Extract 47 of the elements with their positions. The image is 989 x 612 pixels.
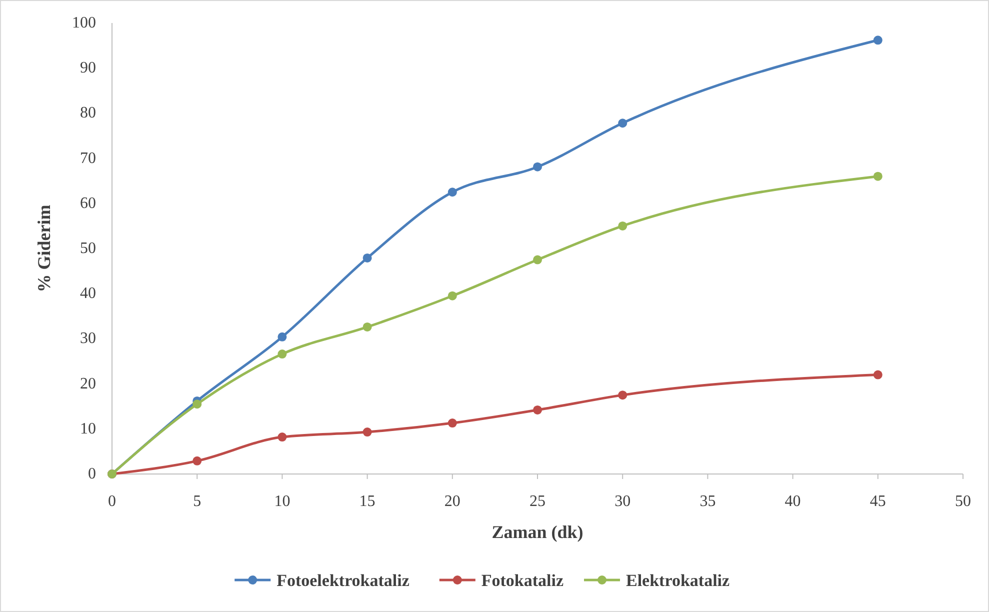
y-tick-label: 100 [72,14,96,32]
y-tick-label: 0 [88,466,96,482]
x-tick-label: 20 [444,493,460,510]
point [278,350,287,359]
point [618,118,628,128]
point [278,332,287,342]
y-tick-label: 30 [80,330,96,348]
point [362,253,372,262]
x-tick-label: 35 [700,493,716,510]
y-tick-label: 50 [80,240,96,257]
point [448,291,457,300]
x-tick-label: 10 [274,493,290,510]
point [873,172,882,181]
x-tick-label: 40 [784,493,801,510]
y-tick-label: 60 [80,194,96,212]
y-axis-title: % Giderim [34,204,54,292]
point [873,36,882,45]
legend-label: Fotoelektrokataliz [276,571,410,590]
x-tick-label: 0 [108,493,116,510]
point [362,428,372,437]
x-tick-label: 5 [193,493,202,510]
point [362,322,372,332]
point [533,162,542,172]
point [448,418,457,428]
y-tick-label: 40 [80,285,96,302]
x-tick-label: 45 [870,493,886,510]
y-tick-label: 10 [80,420,96,438]
point [618,221,628,230]
y-tick-label: 80 [80,104,96,122]
point [448,188,457,197]
point [192,400,202,409]
point [533,405,542,414]
legend-label: Elektrokataliz [626,571,730,590]
x-tick-label: 50 [955,493,971,510]
x-tick-label: 30 [614,493,631,510]
point [192,456,202,466]
legend-label: Fotokataliz [481,571,564,590]
x-tick-label: 25 [530,493,546,510]
x-axis-title: Zaman (dk) [492,522,584,542]
point [533,255,542,264]
y-tick-label: 20 [80,375,96,392]
y-tick-label: 70 [80,150,96,167]
point [278,432,287,442]
point [618,390,628,400]
y-tick-label: 90 [80,60,96,77]
point [873,370,882,380]
x-tick-label: 15 [359,493,376,510]
